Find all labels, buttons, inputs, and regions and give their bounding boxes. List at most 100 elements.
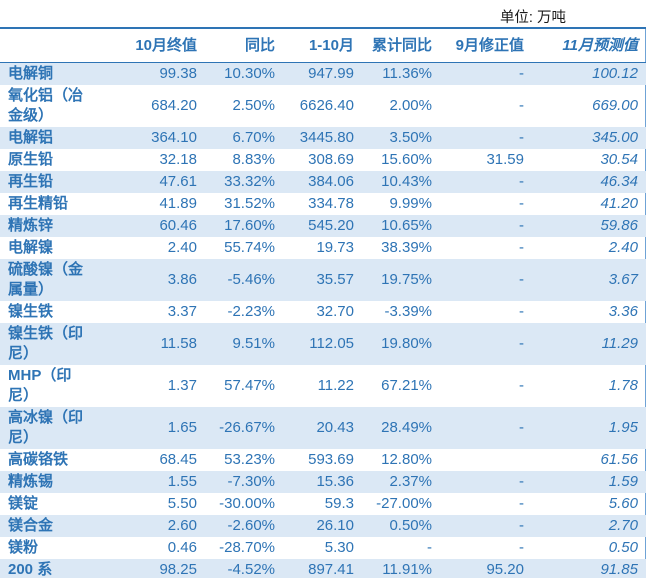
row-label: 原生铅 bbox=[8, 151, 54, 168]
value-cell: 28.49% bbox=[381, 419, 432, 436]
row-label: 高冰镍（印尼） bbox=[8, 409, 84, 446]
value-cell: 19.80% bbox=[381, 335, 432, 352]
value-cell: - bbox=[519, 473, 524, 490]
value-cell: 31.59 bbox=[486, 151, 524, 168]
value-cell: 19.73 bbox=[316, 239, 354, 256]
table-row: 原生铅 32.18 8.83% 308.69 15.60% 31.59 30.54 bbox=[0, 149, 646, 171]
value-cell: - bbox=[519, 303, 524, 320]
value-cell: 10.30% bbox=[224, 65, 275, 82]
value-cell: - bbox=[519, 377, 524, 394]
value-cell: -27.00% bbox=[376, 495, 432, 512]
value-cell: 11.91% bbox=[382, 561, 432, 578]
value-cell: 38.39% bbox=[381, 239, 432, 256]
column-header-4: 累计同比 bbox=[362, 28, 440, 63]
value-cell: 31.52% bbox=[224, 195, 275, 212]
value-cell: 3.37 bbox=[167, 303, 197, 320]
value-cell: 32.18 bbox=[159, 151, 197, 168]
value-cell: - bbox=[519, 129, 524, 146]
row-label: 高碳铬铁 bbox=[8, 451, 69, 468]
column-header-3: 1-10月 bbox=[283, 28, 362, 63]
value-cell: 11.22 bbox=[317, 377, 354, 394]
row-label: 镍生铁（印尼） bbox=[8, 325, 84, 362]
value-cell: 334.78 bbox=[308, 195, 354, 212]
row-label: 电解铜 bbox=[8, 65, 54, 82]
value-cell: 3445.80 bbox=[299, 129, 354, 146]
value-cell: 15.36 bbox=[316, 473, 354, 490]
value-cell: 53.23% bbox=[224, 451, 275, 468]
value-cell: 1.37 bbox=[167, 377, 197, 394]
table-row: 镍生铁（印尼） 11.58 9.51% 112.05 19.80% - 11.29 bbox=[0, 323, 646, 365]
value-cell: - bbox=[519, 271, 524, 288]
value-cell: 345.00 bbox=[592, 129, 638, 146]
value-cell: 67.21% bbox=[381, 377, 432, 394]
value-cell: -4.52% bbox=[227, 561, 275, 578]
value-cell: -30.00% bbox=[219, 495, 275, 512]
row-label: 镁粉 bbox=[8, 539, 39, 556]
value-cell: 1.65 bbox=[167, 419, 197, 436]
table-row: 再生精铅 41.89 31.52% 334.78 9.99% - 41.20 bbox=[0, 193, 646, 215]
value-cell: 8.83% bbox=[232, 151, 275, 168]
value-cell: 6.70% bbox=[232, 129, 275, 146]
value-cell: 11.29 bbox=[601, 335, 638, 352]
value-cell: 3.67 bbox=[608, 271, 638, 288]
value-cell: -2.23% bbox=[227, 303, 275, 320]
value-cell: 55.74% bbox=[224, 239, 275, 256]
value-cell: 32.70 bbox=[316, 303, 354, 320]
table-row: 电解镍 2.40 55.74% 19.73 38.39% - 2.40 bbox=[0, 237, 646, 259]
value-cell: -28.70% bbox=[219, 539, 275, 556]
row-label: 镍生铁 bbox=[8, 303, 54, 320]
value-cell: 3.36 bbox=[608, 303, 638, 320]
row-label: 电解铝 bbox=[8, 129, 54, 146]
value-cell: 2.60 bbox=[167, 517, 197, 534]
value-cell: 41.89 bbox=[159, 195, 197, 212]
value-cell: - bbox=[519, 495, 524, 512]
row-label: 再生精铅 bbox=[8, 195, 69, 212]
value-cell: 947.99 bbox=[308, 65, 354, 82]
value-cell: 2.50% bbox=[232, 97, 275, 114]
value-cell: 308.69 bbox=[308, 151, 354, 168]
value-cell: 12.80% bbox=[381, 451, 432, 468]
value-cell: 26.10 bbox=[316, 517, 354, 534]
table-row: 高碳铬铁 68.45 53.23% 593.69 12.80% 61.56 bbox=[0, 449, 646, 471]
row-label: 再生铅 bbox=[8, 173, 54, 190]
value-cell: - bbox=[519, 419, 524, 436]
value-cell: - bbox=[519, 65, 524, 82]
row-label: 镁锭 bbox=[8, 495, 39, 512]
row-label: 精炼锌 bbox=[8, 217, 54, 234]
table-row: 200 系 98.25 -4.52% 897.41 11.91% 95.20 91.85 bbox=[0, 559, 646, 578]
table-row: 镁合金 2.60 -2.60% 26.10 0.50% - 2.70 bbox=[0, 515, 646, 537]
value-cell: 593.69 bbox=[308, 451, 354, 468]
value-cell: 10.43% bbox=[381, 173, 432, 190]
value-cell: 59.3 bbox=[324, 495, 354, 512]
value-cell: 99.38 bbox=[159, 65, 197, 82]
value-cell: 20.43 bbox=[316, 419, 354, 436]
value-cell: 68.45 bbox=[159, 451, 197, 468]
value-cell: 15.60% bbox=[381, 151, 432, 168]
value-cell: - bbox=[519, 517, 524, 534]
value-cell: 47.61 bbox=[159, 173, 197, 190]
value-cell: - bbox=[519, 239, 524, 256]
table-row: 电解铜 99.38 10.30% 947.99 11.36% - 100.12 bbox=[0, 62, 646, 85]
value-cell: 91.85 bbox=[600, 561, 638, 578]
value-cell: 112.05 bbox=[309, 335, 354, 352]
value-cell: 59.86 bbox=[600, 217, 638, 234]
value-cell: 19.75% bbox=[381, 271, 432, 288]
value-cell: 95.20 bbox=[486, 561, 524, 578]
row-label: MHP（印尼） bbox=[8, 367, 72, 404]
table-row: 精炼锡 1.55 -7.30% 15.36 2.37% - 1.59 bbox=[0, 471, 646, 493]
column-header-blank bbox=[0, 28, 112, 63]
value-cell: 9.51% bbox=[232, 335, 275, 352]
value-cell: 57.47% bbox=[224, 377, 275, 394]
table-row: MHP（印尼） 1.37 57.47% 11.22 67.21% - 1.78 bbox=[0, 365, 646, 407]
row-label: 镁合金 bbox=[8, 517, 54, 534]
unit-label: 单位: 万吨 bbox=[499, 10, 566, 26]
table-container: 10月终值 同比 1-10月 累计同比 9月修正值 11月预测值 电解铜 99.38 10.3… bbox=[0, 27, 646, 578]
value-cell: 5.60 bbox=[608, 495, 638, 512]
header-row: 10月终值 同比 1-10月 累计同比 9月修正值 11月预测值 bbox=[0, 28, 646, 63]
value-cell: 10.65% bbox=[381, 217, 432, 234]
value-cell: 0.50% bbox=[389, 517, 432, 534]
value-cell: 2.00% bbox=[389, 97, 432, 114]
value-cell: 41.20 bbox=[600, 195, 638, 212]
value-cell: 669.00 bbox=[592, 97, 638, 114]
